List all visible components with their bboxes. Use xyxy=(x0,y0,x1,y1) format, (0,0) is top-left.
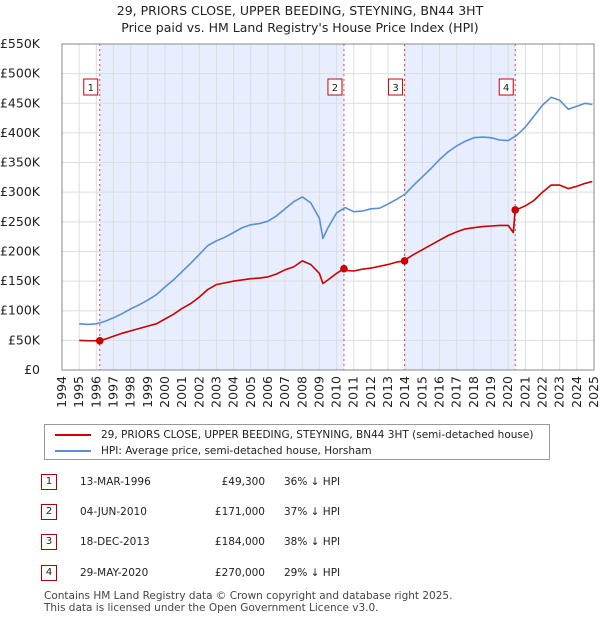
x-tick-label: 2018 xyxy=(466,376,481,408)
legend-label-property: 29, PRIORS CLOSE, UPPER BEEDING, STEYNIN… xyxy=(101,429,534,441)
y-tick-label: £150K xyxy=(0,273,41,288)
x-tick-label: 2006 xyxy=(260,376,275,408)
sale-row: 1 13-MAR-1996 £49,300 36% ↓ HPI xyxy=(0,474,600,494)
y-tick-label: £100K xyxy=(0,303,41,318)
x-tick-label: 2019 xyxy=(483,376,498,408)
sale-point xyxy=(511,206,520,214)
ownership-shade xyxy=(404,44,516,370)
sale-label-box xyxy=(327,78,343,96)
sale-point xyxy=(95,336,104,345)
sale-price: £184,000 xyxy=(214,536,265,548)
x-tick-label: 1997 xyxy=(105,376,120,408)
ownership-shade xyxy=(99,44,344,370)
sale-point xyxy=(340,264,348,273)
x-tick-label: 1994 xyxy=(54,376,69,408)
x-tick-label: 2008 xyxy=(294,376,309,408)
sale-number: 1 xyxy=(41,474,57,490)
sale-label-box xyxy=(83,78,99,96)
sale-hpi-diff: 38% ↓ HPI xyxy=(284,536,341,548)
y-tick-label: £50K xyxy=(8,332,41,347)
x-tick-label: 2025 xyxy=(586,376,600,408)
legend-item-hpi: HPI: Average price, semi-detached house,… xyxy=(55,443,372,459)
y-tick-label: £400K xyxy=(0,125,41,140)
sale-label: 2 xyxy=(332,83,338,94)
sale-hpi-diff: 29% ↓ HPI xyxy=(284,567,341,579)
legend-item-property: 29, PRIORS CLOSE, UPPER BEEDING, STEYNIN… xyxy=(55,427,533,443)
series-line xyxy=(79,96,593,326)
x-tick-label: 2021 xyxy=(517,376,532,408)
x-tick-label: 2002 xyxy=(191,376,206,408)
chart-subtitle: Price paid vs. HM Land Registry's House … xyxy=(121,20,478,35)
x-tick-label: 2000 xyxy=(157,376,172,408)
x-tick-label: 2007 xyxy=(277,376,292,408)
x-tick-label: 2017 xyxy=(449,376,464,408)
x-tick-label: 1999 xyxy=(140,376,155,408)
y-tick-label: £350K xyxy=(0,155,41,170)
sale-hpi-diff: 37% ↓ HPI xyxy=(284,506,341,518)
x-tick-label: 2020 xyxy=(500,376,515,408)
chart-title: 29, PRIORS CLOSE, UPPER BEEDING, STEYNIN… xyxy=(117,3,484,18)
y-tick-label: £250K xyxy=(0,214,41,229)
legend-label-hpi: HPI: Average price, semi-detached house,… xyxy=(101,445,372,457)
footer-licence: This data is licensed under the Open Gov… xyxy=(44,602,379,614)
x-tick-label: 2013 xyxy=(380,376,395,408)
x-tick-label: 2003 xyxy=(208,376,223,408)
sale-row: 4 29-MAY-2020 £270,000 29% ↓ HPI xyxy=(0,565,600,585)
x-tick-label: 2010 xyxy=(329,376,344,408)
sale-label-box xyxy=(388,78,404,96)
x-tick-label: 1996 xyxy=(88,376,103,408)
y-tick-label: £300K xyxy=(0,184,41,199)
sale-point xyxy=(400,257,409,265)
sale-number: 3 xyxy=(41,534,57,550)
x-tick-label: 2015 xyxy=(414,376,429,408)
x-tick-label: 2004 xyxy=(226,376,241,408)
price-chart: 29, PRIORS CLOSE, UPPER BEEDING, STEYNIN… xyxy=(0,3,600,408)
y-tick-label: £450K xyxy=(0,95,41,110)
x-tick-label: 2011 xyxy=(346,376,361,408)
footer: Contains HM Land Registry data © Crown c… xyxy=(44,590,452,614)
x-tick-label: 1998 xyxy=(123,376,138,408)
sale-price: £270,000 xyxy=(214,567,265,579)
sale-price: £49,300 xyxy=(221,476,265,488)
x-tick-label: 2012 xyxy=(363,376,378,408)
sale-date: 18-DEC-2013 xyxy=(80,536,150,548)
sale-label-box xyxy=(498,78,514,96)
sale-hpi-diff: 36% ↓ HPI xyxy=(284,476,341,488)
sale-number: 2 xyxy=(41,504,57,520)
x-tick-label: 2009 xyxy=(311,376,326,408)
footer-copyright: Contains HM Land Registry data © Crown c… xyxy=(44,590,453,602)
sale-date: 13-MAR-1996 xyxy=(80,476,151,488)
legend: 29, PRIORS CLOSE, UPPER BEEDING, STEYNIN… xyxy=(44,424,550,460)
y-tick-label: £550K xyxy=(0,36,41,51)
x-tick-label: 2016 xyxy=(432,376,447,408)
sale-number: 4 xyxy=(41,565,57,581)
sale-label: 3 xyxy=(392,83,398,94)
legend-swatch-hpi xyxy=(55,450,91,452)
x-tick-label: 2024 xyxy=(569,376,584,408)
sale-date: 29-MAY-2020 xyxy=(80,567,149,579)
sale-row: 3 18-DEC-2013 £184,000 38% ↓ HPI xyxy=(0,534,600,554)
x-tick-label: 2005 xyxy=(243,376,258,408)
sale-label: 1 xyxy=(88,83,94,94)
sale-date: 04-JUN-2010 xyxy=(80,506,147,518)
plot-frame xyxy=(61,43,595,371)
x-tick-label: 1995 xyxy=(71,376,86,408)
y-tick-label: £0 xyxy=(24,362,40,377)
y-tick-label: £200K xyxy=(0,243,41,258)
sale-label: 4 xyxy=(503,83,509,94)
plot-area: 1 2 3 4 £0 £50K £100K £150K £200K £250K £300K £350K… xyxy=(0,36,600,408)
y-tick-label: £500K xyxy=(0,66,41,81)
x-tick-label: 2023 xyxy=(552,376,567,408)
x-tick-label: 2022 xyxy=(535,376,550,408)
legend-swatch-property xyxy=(55,434,91,436)
sale-price: £171,000 xyxy=(214,506,265,518)
x-tick-label: 2001 xyxy=(174,376,189,408)
x-tick-label: 2014 xyxy=(397,376,412,408)
sale-row: 2 04-JUN-2010 £171,000 37% ↓ HPI xyxy=(0,504,600,524)
